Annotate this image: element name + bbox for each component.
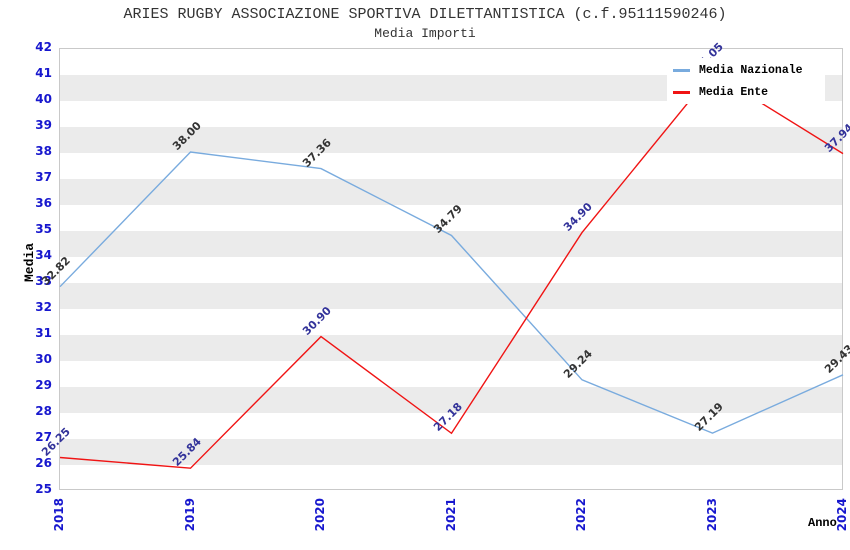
y-tick-label: 38: [35, 144, 52, 158]
y-tick-label: 32: [35, 300, 52, 314]
y-tick-label: 26: [35, 456, 52, 470]
y-tick-label: 34: [35, 248, 52, 262]
x-tick-label: 2023: [704, 498, 719, 532]
plot-area: [59, 48, 843, 490]
y-tick-label: 28: [35, 404, 52, 418]
legend-label: Media Nazionale: [699, 63, 803, 77]
legend-item: Media Nazionale: [673, 61, 819, 79]
y-tick-label: 40: [35, 92, 52, 106]
chart-subtitle: Media Importi: [374, 26, 476, 41]
legend: Media Nazionale Media Ente: [667, 58, 825, 104]
y-tick-label: 29: [35, 378, 52, 392]
y-tick-label: 41: [35, 66, 52, 80]
x-tick-label: 2019: [182, 498, 197, 532]
x-tick-label: 2022: [574, 498, 588, 532]
y-tick-label: 27: [35, 430, 52, 444]
y-tick-label: 33: [35, 274, 52, 288]
y-tick-label: 42: [35, 40, 52, 54]
x-tick-label: 2021: [443, 498, 458, 532]
y-tick-label: 31: [35, 326, 52, 340]
y-tick-label: 35: [35, 222, 52, 236]
legend-swatch-icon: [673, 90, 690, 94]
legend-swatch-icon: [673, 68, 690, 72]
x-axis-title: Anno: [808, 516, 837, 530]
y-tick-label: 39: [35, 118, 52, 132]
x-tick-label: 2018: [52, 498, 66, 532]
x-tick-label: 2020: [313, 498, 327, 532]
y-tick-label: 37: [35, 170, 52, 184]
legend-label: Media Ente: [699, 85, 769, 99]
chart-title: ARIES RUGBY ASSOCIAZIONE SPORTIVA DILETT…: [123, 6, 727, 23]
y-tick-label: 25: [35, 482, 52, 496]
y-tick-label: 36: [35, 196, 52, 210]
x-tick-label: 2024: [835, 498, 849, 532]
y-tick-label: 30: [35, 352, 52, 366]
legend-item: Media Ente: [673, 83, 819, 101]
